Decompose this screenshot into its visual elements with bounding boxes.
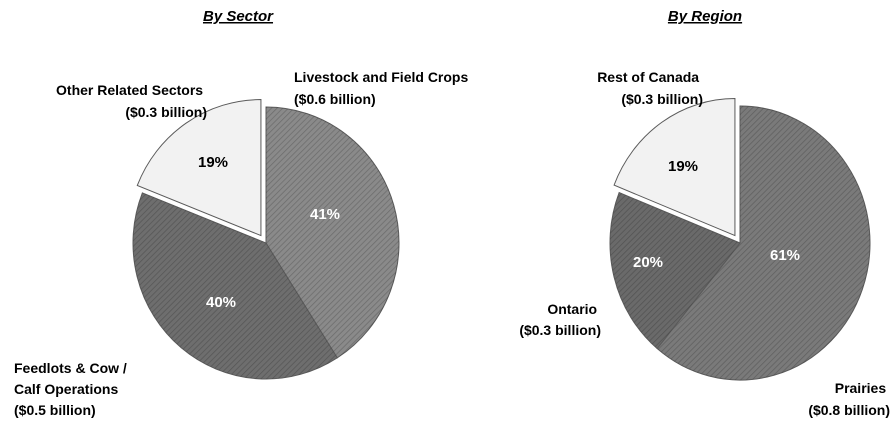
sector-label-feedlots-line2: Calf Operations [14,381,118,397]
sector-label-livestock: Livestock and Field Crops ($0.6 billion) [294,69,472,107]
region-label-rest-line2: ($0.3 billion) [621,91,703,107]
sector-label-other: Other Related Sectors ($0.3 billion) [56,82,207,120]
region-label-ontario: Ontario ($0.3 billion) [519,301,601,338]
sector-slice-texture-livestock [266,107,399,358]
sector-pie [132,99,400,380]
sector-slice-other [136,99,262,237]
region-label-prairies-line1: Prairies [835,380,887,396]
region-slice-texture-ontario [610,192,740,349]
sector-pct-livestock: 41% [310,206,340,223]
region-pct-ontario: 20% [633,254,663,271]
sector-label-other-line2: ($0.3 billion) [125,104,207,120]
sector-label-feedlots-line3: ($0.5 billion) [14,402,96,418]
sector-label-feedlots-line1: Feedlots & Cow / [14,360,127,376]
sector-slice-texture-feedlots [133,192,338,379]
region-pie [609,98,871,381]
region-label-rest-line1: Rest of Canada [597,69,699,85]
sector-pct-other: 19% [198,154,228,171]
region-slice-texture-prairies [657,106,870,381]
sector-label-other-line1: Other Related Sectors [56,82,203,98]
sector-label-livestock-line2: ($0.6 billion) [294,91,376,107]
region-slice-rest [613,98,736,237]
region-pct-rest: 19% [668,158,698,175]
sector-label-feedlots: Feedlots & Cow / Calf Operations ($0.5 b… [14,360,131,418]
sector-label-livestock-line1: Livestock and Field Crops [294,69,468,85]
region-pct-prairies: 61% [770,247,800,264]
region-label-ontario-line2: ($0.3 billion) [519,322,601,338]
sector-pct-feedlots: 40% [206,294,236,311]
region-label-ontario-line1: Ontario [547,301,597,317]
region-label-prairies: Prairies ($0.8 billion) [808,380,890,418]
region-label-rest: Rest of Canada ($0.3 billion) [597,69,703,107]
region-chart-title: By Region [668,8,742,25]
sector-chart-title: By Sector [203,8,274,25]
region-label-prairies-line2: ($0.8 billion) [808,402,890,418]
